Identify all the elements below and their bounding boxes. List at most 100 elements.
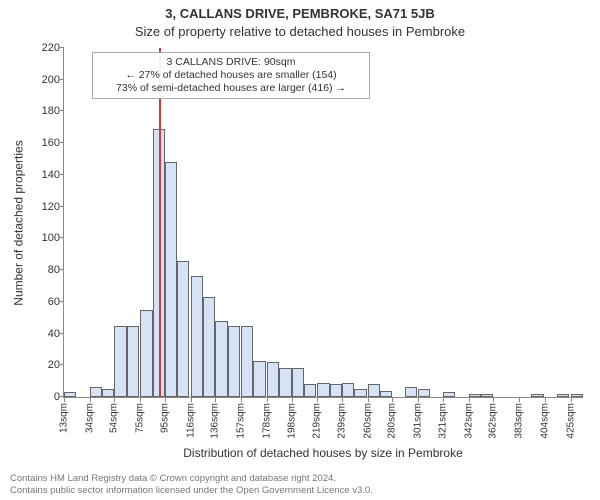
footer-attribution: Contains HM Land Registry data © Crown c… <box>10 473 373 496</box>
y-tick-label: 180 <box>42 105 60 117</box>
y-tick-mark <box>59 110 64 111</box>
footer-line-1: Contains HM Land Registry data © Crown c… <box>10 473 373 484</box>
x-tick-mark <box>267 397 268 402</box>
x-tick-mark <box>64 397 65 402</box>
info-line-2: ← 27% of detached houses are smaller (15… <box>99 69 363 82</box>
y-tick-mark <box>59 47 64 48</box>
y-tick-mark <box>59 333 64 334</box>
x-tick-mark <box>418 397 419 402</box>
y-tick-label: 160 <box>42 137 60 149</box>
x-tick-label: 321sqm <box>437 403 448 439</box>
x-tick-label: 280sqm <box>387 403 398 439</box>
y-tick-label: 60 <box>48 296 60 308</box>
x-tick-mark <box>443 397 444 402</box>
x-tick-label: 75sqm <box>135 403 146 433</box>
y-tick-label: 20 <box>48 359 60 371</box>
histogram-bar <box>215 321 227 397</box>
x-tick-mark <box>215 397 216 402</box>
histogram-bar <box>317 383 329 397</box>
x-tick-mark <box>191 397 192 402</box>
histogram-bar <box>418 389 430 397</box>
histogram-bar <box>368 384 380 397</box>
x-tick-label: 342sqm <box>463 403 474 439</box>
histogram-bar <box>267 362 279 397</box>
subtitle: Size of property relative to detached ho… <box>0 24 600 39</box>
x-tick-mark <box>519 397 520 402</box>
y-tick-mark <box>59 364 64 365</box>
histogram-bar <box>380 391 392 397</box>
x-tick-label: 34sqm <box>84 403 95 433</box>
marker-line <box>159 48 161 397</box>
histogram-bar <box>292 368 304 397</box>
y-tick-label: 100 <box>42 232 60 244</box>
x-tick-label: 260sqm <box>362 403 373 439</box>
info-line-3: 73% of semi-detached houses are larger (… <box>99 82 363 95</box>
histogram-bar <box>531 394 543 397</box>
y-tick-mark <box>59 79 64 80</box>
plot-area: 3 CALLANS DRIVE: 90sqm ← 27% of detached… <box>63 48 583 398</box>
x-tick-label: 301sqm <box>413 403 424 439</box>
y-tick-mark <box>59 269 64 270</box>
x-axis-label: Distribution of detached houses by size … <box>63 446 583 460</box>
bars-layer <box>64 48 583 397</box>
histogram-bar <box>90 387 102 397</box>
x-tick-mark <box>140 397 141 402</box>
x-tick-label: 198sqm <box>286 403 297 439</box>
histogram-bar <box>64 392 76 397</box>
histogram-bar <box>228 326 240 397</box>
y-tick-label: 0 <box>54 391 60 403</box>
info-line-1: 3 CALLANS DRIVE: 90sqm <box>99 56 363 69</box>
histogram-bar <box>330 384 342 397</box>
x-tick-mark <box>241 397 242 402</box>
x-tick-label: 13sqm <box>59 403 70 433</box>
histogram-bar <box>102 389 114 397</box>
address-title: 3, CALLANS DRIVE, PEMBROKE, SA71 5JB <box>0 6 600 21</box>
x-tick-label: 136sqm <box>210 403 221 439</box>
histogram-bar <box>354 389 366 397</box>
x-tick-mark <box>469 397 470 402</box>
x-tick-label: 383sqm <box>514 403 525 439</box>
y-axis-label: Number of detached properties <box>12 48 26 398</box>
y-tick-label: 220 <box>42 42 60 54</box>
x-tick-mark <box>392 397 393 402</box>
x-tick-label: 95sqm <box>159 403 170 433</box>
y-tick-label: 80 <box>48 264 60 276</box>
footer-line-2: Contains public sector information licen… <box>10 485 373 496</box>
histogram-bar <box>469 394 481 397</box>
histogram-bar <box>165 162 177 397</box>
y-tick-mark <box>59 174 64 175</box>
chart-container: 3, CALLANS DRIVE, PEMBROKE, SA71 5JB Siz… <box>0 0 600 500</box>
histogram-bar <box>127 326 139 397</box>
histogram-bar <box>304 384 316 397</box>
histogram-bar <box>241 326 253 397</box>
x-tick-mark <box>90 397 91 402</box>
x-tick-label: 219sqm <box>312 403 323 439</box>
histogram-bar <box>191 276 203 397</box>
info-box: 3 CALLANS DRIVE: 90sqm ← 27% of detached… <box>92 52 370 99</box>
y-tick-label: 120 <box>42 201 60 213</box>
y-tick-mark <box>59 301 64 302</box>
x-tick-label: 239sqm <box>336 403 347 439</box>
histogram-bar <box>140 310 152 397</box>
x-tick-label: 404sqm <box>539 403 550 439</box>
histogram-bar <box>253 361 265 397</box>
histogram-bar <box>279 368 291 397</box>
x-tick-label: 116sqm <box>185 403 196 438</box>
y-tick-mark <box>59 206 64 207</box>
x-tick-mark <box>493 397 494 402</box>
histogram-bar <box>557 394 569 397</box>
x-tick-label: 425sqm <box>565 403 576 439</box>
y-tick-label: 140 <box>42 169 60 181</box>
x-tick-label: 157sqm <box>236 403 247 439</box>
x-tick-label: 178sqm <box>261 403 272 439</box>
y-axis-label-text: Number of detached properties <box>12 140 26 305</box>
histogram-bar <box>443 392 455 397</box>
histogram-bar <box>342 383 354 397</box>
x-tick-mark <box>317 397 318 402</box>
x-tick-label: 362sqm <box>488 403 499 439</box>
x-tick-mark <box>114 397 115 402</box>
y-tick-mark <box>59 142 64 143</box>
x-tick-label: 54sqm <box>109 403 120 433</box>
x-tick-mark <box>292 397 293 402</box>
histogram-bar <box>177 261 189 397</box>
